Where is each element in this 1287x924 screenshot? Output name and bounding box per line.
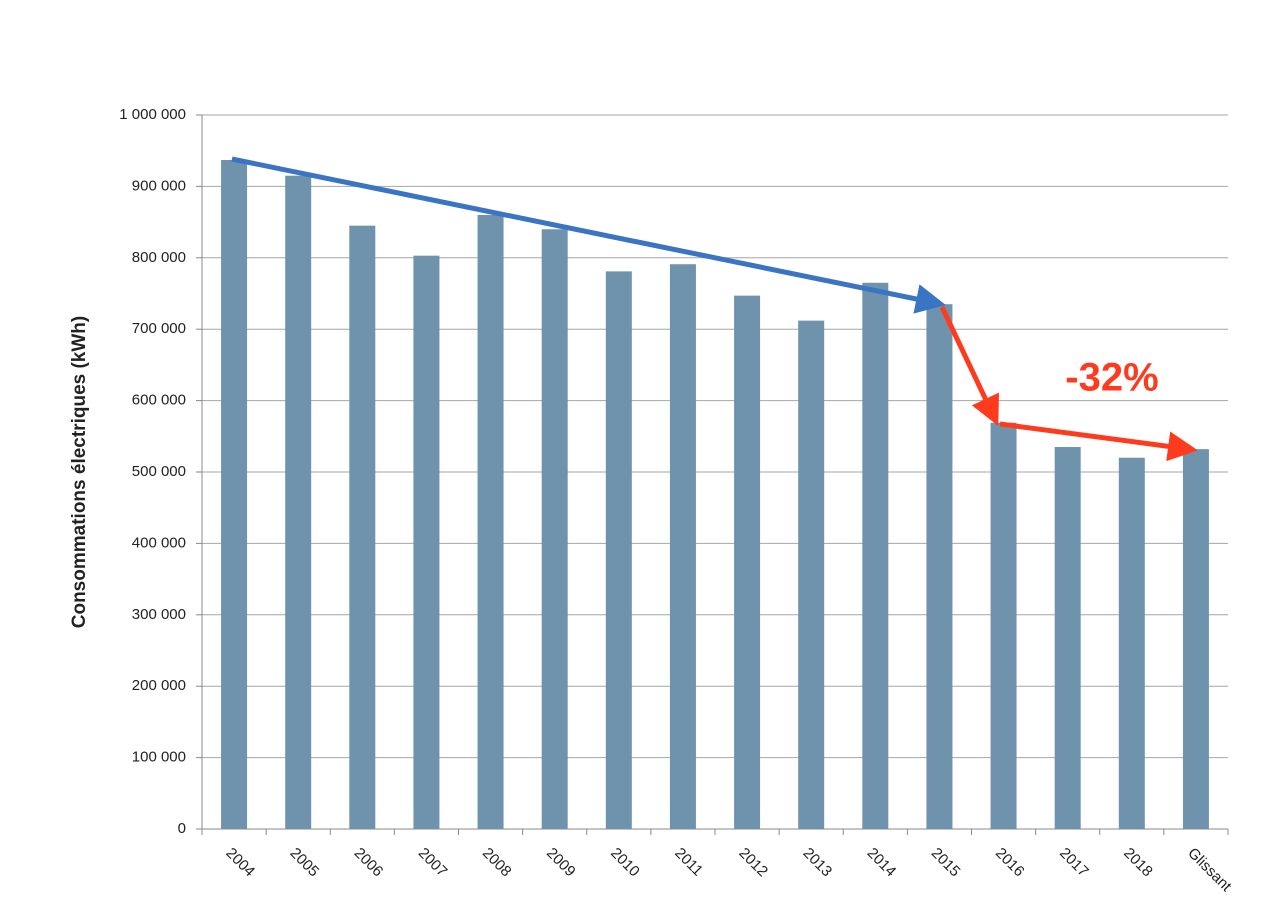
x-tick-label: Glissant <box>1184 845 1235 896</box>
x-tick-label: 2016 <box>992 845 1028 881</box>
x-tick-label: 2017 <box>1056 845 1092 881</box>
y-tick-label: 700 000 <box>132 320 186 337</box>
y-axis-label: Consommations électriques (kWh) <box>69 316 90 629</box>
x-tick-label: 2018 <box>1120 845 1156 881</box>
x-tick-label: 2014 <box>864 845 900 881</box>
y-tick-label: 100 000 <box>132 749 186 766</box>
x-tick-label: 2006 <box>351 845 387 881</box>
bar <box>477 214 504 829</box>
bar <box>221 159 248 829</box>
y-tick-label: 1 000 000 <box>119 106 186 123</box>
y-tick-label: 800 000 <box>132 249 186 266</box>
x-tick-label: 2015 <box>928 845 964 881</box>
bar <box>605 271 632 830</box>
bar <box>734 295 761 830</box>
y-tick-label: 500 000 <box>132 463 186 480</box>
bar <box>1054 447 1081 829</box>
bar <box>862 282 889 829</box>
x-tick-label: 2009 <box>543 845 579 881</box>
x-tick-label: 2013 <box>800 845 836 881</box>
bar <box>1118 457 1145 829</box>
x-tick-label: 2007 <box>415 845 451 881</box>
x-tick-label: 2005 <box>287 845 323 881</box>
bar <box>413 255 440 829</box>
x-tick-label: 2004 <box>222 845 258 881</box>
annotation: -32% <box>1065 356 1158 400</box>
y-tick-label: 300 000 <box>132 606 186 623</box>
y-tick-label: 600 000 <box>132 392 186 409</box>
y-tick-label: 400 000 <box>132 534 186 551</box>
bar <box>349 225 376 830</box>
y-tick-label: 0 <box>178 820 186 837</box>
x-tick-label: 2012 <box>735 845 771 881</box>
bar <box>541 229 568 830</box>
x-tick-label: 2011 <box>671 845 706 880</box>
bar <box>669 264 696 829</box>
x-tick-label: 2010 <box>607 845 643 881</box>
bar <box>798 320 825 829</box>
trend-arrow <box>231 156 946 314</box>
drop-arrow <box>999 421 1198 462</box>
y-tick-label: 900 000 <box>132 177 186 194</box>
bar <box>990 422 1017 829</box>
bar <box>926 304 953 830</box>
x-tick-label: 2008 <box>479 845 515 881</box>
y-tick-label: 200 000 <box>132 677 186 694</box>
bar <box>1182 449 1209 829</box>
drop-arrow <box>939 305 1000 427</box>
bar <box>285 175 312 829</box>
